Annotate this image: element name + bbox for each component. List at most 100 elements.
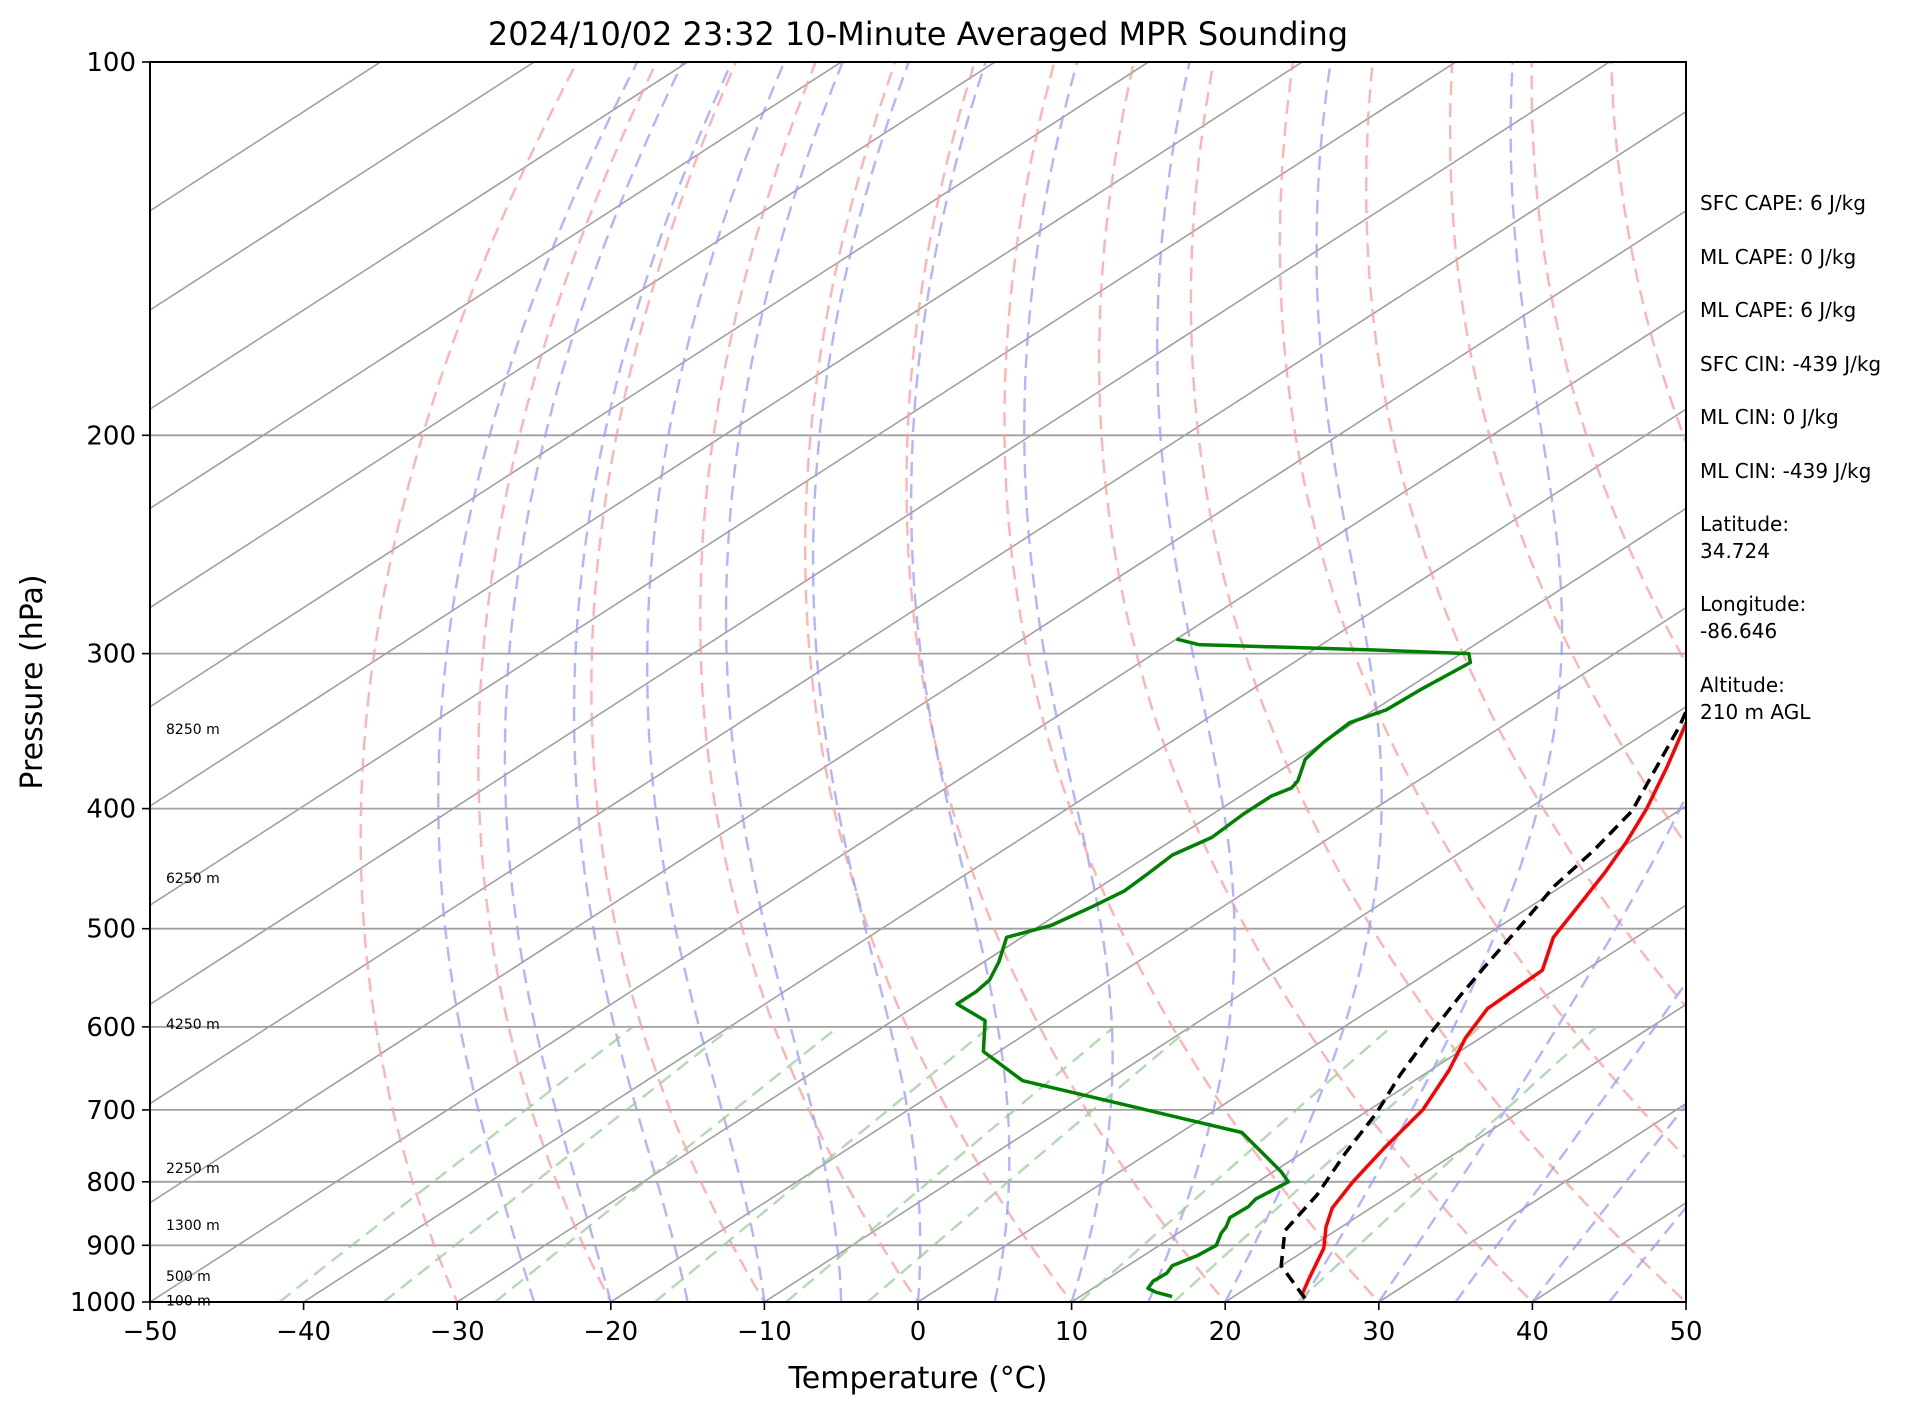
y-tick-label: 200 xyxy=(86,421,136,451)
isotherm-line xyxy=(150,209,1686,1204)
moist-adiabat-line xyxy=(1023,62,1114,1302)
moist-adiabat-line xyxy=(724,62,844,1302)
isotherm-line xyxy=(150,62,1304,807)
stat-sfc-cin: SFC CIN: -439 J/kg xyxy=(1700,352,1881,376)
x-tick-label: 40 xyxy=(1516,1317,1549,1347)
dewpoint-profile-line xyxy=(955,637,1473,1299)
mixing-ratio-line xyxy=(1296,1026,1598,1302)
isotherm-line xyxy=(1377,1102,1686,1302)
dry-adiabat-line xyxy=(699,62,920,1302)
mixing-ratio-line xyxy=(785,1025,1115,1302)
temperature-profile-line xyxy=(1300,718,1686,1300)
height-label: 1300 m xyxy=(166,1218,220,1234)
stat-ml-cape-2: ML CAPE: 6 J/kg xyxy=(1700,298,1856,322)
isotherm-line xyxy=(150,309,1686,1302)
x-tick-label: 50 xyxy=(1669,1317,1702,1347)
x-tick-label: 0 xyxy=(910,1317,927,1347)
chart-title: 2024/10/02 23:32 10-Minute Averaged MPR … xyxy=(488,15,1348,53)
longitude-value: -86.646 xyxy=(1700,619,1777,643)
height-label: 2250 m xyxy=(166,1161,220,1177)
height-label: 6250 m xyxy=(166,871,220,887)
moist-adiabat-line xyxy=(503,62,685,1302)
mixing-ratio-line xyxy=(1078,1025,1392,1302)
y-tick-label: 900 xyxy=(86,1231,136,1261)
y-axis-label: Pressure (hPa) xyxy=(15,574,50,789)
moist-adiabat-line xyxy=(1300,62,1564,1302)
dry-adiabat-line xyxy=(1003,62,1381,1302)
dry-adiabat-line xyxy=(905,62,1227,1302)
moist-adiabat-line xyxy=(1608,1205,1686,1302)
isotherm-line xyxy=(150,110,1686,1105)
isotherm-line xyxy=(150,62,536,311)
dry-adiabat-line xyxy=(1364,62,1686,1009)
x-tick-label: −30 xyxy=(430,1317,485,1347)
x-tick-label: −10 xyxy=(737,1317,792,1347)
x-tick-label: −40 xyxy=(276,1317,331,1347)
isotherm-line xyxy=(609,606,1686,1302)
mixing-ratio-line xyxy=(278,1025,634,1302)
isotherm-line xyxy=(762,705,1686,1302)
y-tick-label: 300 xyxy=(86,640,136,670)
stat-ml-cape: ML CAPE: 0 J/kg xyxy=(1700,245,1856,269)
stat-sfc-cape: SFC CAPE: 6 J/kg xyxy=(1700,191,1866,215)
dry-adiabat-line xyxy=(1530,62,1686,666)
y-tick-label: 1000 xyxy=(70,1288,136,1318)
dry-adiabat-line xyxy=(1189,62,1686,1302)
isotherm-line xyxy=(150,62,1150,708)
x-tick-label: −20 xyxy=(583,1317,638,1347)
moist-adiabat-line xyxy=(1531,1103,1686,1302)
x-axis-ticks: −50 −40 −30 −20 −10 0 10 20 30 40 50 xyxy=(123,1302,1703,1347)
moist-adiabat-line xyxy=(1377,794,1686,1302)
isotherm-line xyxy=(1223,1003,1686,1302)
background-reference-lines xyxy=(150,62,1910,1328)
moist-adiabat-line xyxy=(1147,62,1236,1302)
latitude-label: Latitude: xyxy=(1700,512,1789,536)
y-tick-label: 400 xyxy=(86,795,136,825)
longitude-label: Longitude: xyxy=(1700,592,1806,616)
height-label: 500 m xyxy=(166,1269,211,1285)
mixing-ratio-line xyxy=(382,1025,733,1302)
moist-adiabat-line xyxy=(646,62,786,1302)
dry-adiabat-line xyxy=(1097,62,1535,1302)
x-tick-label: 10 xyxy=(1055,1317,1088,1347)
isotherm-line xyxy=(150,62,1611,1006)
dry-adiabat-line xyxy=(803,62,1074,1302)
mixing-ratio-line xyxy=(1172,1026,1481,1302)
parcel-profile-line xyxy=(1279,707,1686,1300)
sounding-profiles xyxy=(955,637,1686,1300)
moist-adiabat-line xyxy=(437,62,639,1302)
isotherm-line xyxy=(455,507,1686,1302)
isotherm-line xyxy=(150,62,382,212)
moist-adiabat-line xyxy=(910,62,1011,1302)
mixing-ratio-line xyxy=(866,1025,1192,1302)
height-label: 4250 m xyxy=(166,1017,220,1033)
stats-panel: SFC CAPE: 6 J/kg ML CAPE: 0 J/kg ML CAPE… xyxy=(1700,191,1881,724)
stat-ml-cin: ML CIN: 0 J/kg xyxy=(1700,405,1839,429)
dry-adiabat-line xyxy=(477,62,658,1302)
y-axis-ticks: 100 200 300 400 500 600 700 800 900 1000 xyxy=(70,48,150,1318)
dry-adiabat-line xyxy=(359,62,578,1302)
x-tick-label: −50 xyxy=(123,1317,178,1347)
isotherm-line xyxy=(150,62,997,609)
y-tick-label: 800 xyxy=(86,1168,136,1198)
isotherm-line xyxy=(150,62,843,510)
moist-adiabat-line xyxy=(1224,62,1383,1302)
isotherm-line xyxy=(150,62,690,411)
moist-adiabat-line xyxy=(572,62,733,1302)
moist-adiabat-line xyxy=(811,62,922,1302)
y-tick-label: 700 xyxy=(86,1096,136,1126)
latitude-value: 34.724 xyxy=(1700,539,1770,563)
altitude-value: 210 m AGL xyxy=(1700,700,1811,724)
isotherm-line xyxy=(916,805,1686,1302)
height-label: 8250 m xyxy=(166,722,220,738)
isotherm-line xyxy=(302,408,1686,1302)
x-tick-label: 20 xyxy=(1209,1317,1242,1347)
dry-adiabat-line xyxy=(1850,62,1910,1328)
altitude-label: Altitude: xyxy=(1700,673,1785,697)
isotherm-line xyxy=(150,62,1458,907)
y-tick-label: 600 xyxy=(86,1013,136,1043)
stat-ml-cin-2: ML CIN: -439 J/kg xyxy=(1700,459,1871,483)
mixing-ratio-line xyxy=(654,1025,991,1302)
x-tick-label: 30 xyxy=(1362,1317,1395,1347)
